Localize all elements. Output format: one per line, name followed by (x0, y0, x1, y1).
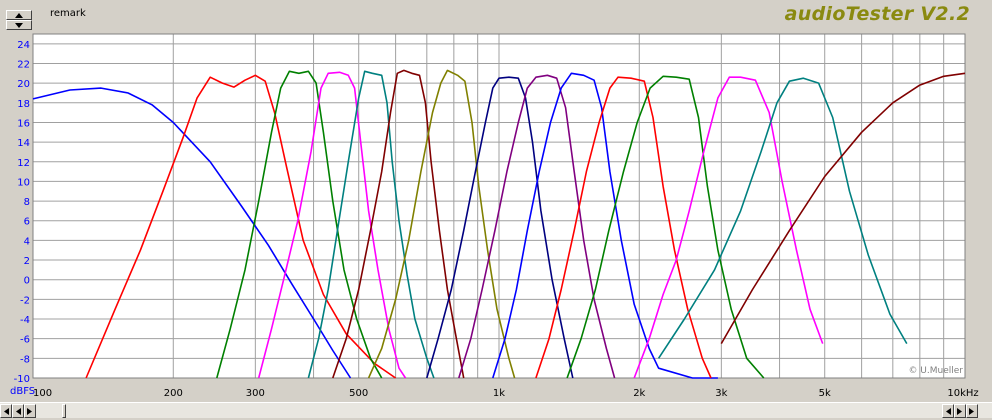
y-tick-label: -4 (20, 315, 30, 326)
remark-label: remark (50, 8, 86, 19)
arrow-down-icon (15, 23, 23, 28)
x-tick-label: 200 (164, 388, 183, 399)
y-axis-label: dBFS (10, 386, 35, 397)
series-line-4 (257, 71, 407, 379)
x-tick-label: 5k (819, 388, 831, 399)
x-tick-label: 3k (715, 388, 727, 399)
arrow-right-icon (969, 408, 974, 415)
scroll-left-button[interactable] (0, 404, 12, 418)
series-line-10 (492, 72, 718, 379)
series-line-12 (566, 75, 765, 379)
y-tick-label: 10 (17, 177, 30, 188)
plot-border (32, 33, 966, 379)
scroll-thumb[interactable] (62, 404, 66, 418)
y-tick-label: 22 (17, 59, 30, 70)
y-tick-label: 12 (17, 158, 30, 169)
y-tick-label: -8 (20, 354, 30, 365)
arrow-right-icon (27, 408, 32, 415)
series-line-9 (458, 74, 616, 379)
x-tick-label: 100 (33, 388, 52, 399)
series-line-3 (216, 70, 383, 379)
scroll-left-step-button[interactable] (12, 404, 24, 418)
y-tick-label: 2 (24, 256, 30, 267)
y-tick-label: 14 (17, 138, 30, 149)
remark-spin-up-button[interactable] (6, 10, 32, 20)
series-line-8 (426, 76, 574, 379)
y-tick-label: 4 (24, 236, 30, 247)
series-line-14 (657, 77, 908, 359)
copyright-annotation: © U.Mueller (908, 366, 963, 376)
horizontal-scroll-track[interactable] (62, 402, 930, 418)
y-tick-label: 16 (17, 118, 30, 129)
arrow-up-icon (15, 13, 23, 18)
arrow-left-icon (946, 408, 951, 415)
scroll-right-step-button[interactable] (24, 404, 36, 418)
app-brand-title: audioTester V2.2 (784, 3, 970, 25)
x-tick-label: 10kHz (947, 388, 978, 399)
arrow-left-icon (16, 408, 21, 415)
series-line-1 (32, 87, 352, 379)
scroll-left-end-button[interactable] (942, 404, 954, 418)
series-line-6 (332, 69, 465, 379)
y-tick-label: 24 (17, 40, 30, 51)
x-tick-label: 1k (493, 388, 505, 399)
y-tick-label: -6 (20, 335, 30, 346)
remark-spin-down-button[interactable] (6, 20, 32, 30)
scroll-right-end-button[interactable] (954, 404, 966, 418)
series-line-5 (307, 70, 435, 379)
x-tick-label: 300 (246, 388, 265, 399)
right-scrollbar[interactable] (930, 402, 992, 418)
x-tick-label: 2k (633, 388, 645, 399)
y-tick-label: 0 (24, 276, 30, 287)
series-layer (32, 69, 966, 379)
x-tick-labels: 100 200 300 500 1k 2k 3k 5k 10kHz (33, 388, 979, 399)
scroll-right-button[interactable] (966, 404, 978, 418)
y-tick-label: -10 (14, 374, 30, 385)
y-tick-label: -2 (20, 295, 30, 306)
y-tick-label: 6 (24, 217, 30, 228)
y-tick-label: 8 (24, 197, 30, 208)
y-tick-label: 18 (17, 99, 30, 110)
series-line-11 (535, 76, 712, 379)
left-scrollbar[interactable] (0, 402, 62, 418)
grid (32, 33, 966, 379)
series-line-7 (367, 69, 516, 379)
series-line-15 (720, 72, 966, 344)
x-tick-label: 500 (349, 388, 368, 399)
arrow-right-icon (957, 408, 962, 415)
series-line-2 (85, 74, 397, 379)
arrow-left-icon (4, 408, 9, 415)
y-tick-label: 20 (17, 79, 30, 90)
